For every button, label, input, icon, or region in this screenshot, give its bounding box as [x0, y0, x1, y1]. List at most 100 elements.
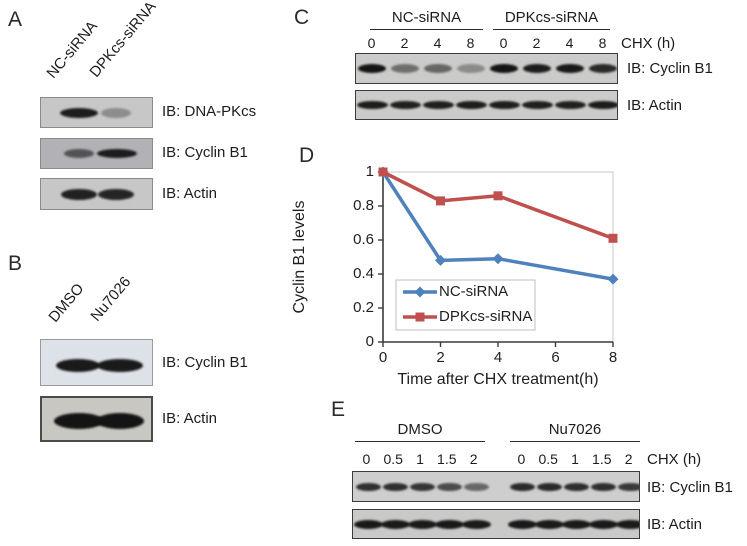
blot-band — [521, 101, 553, 109]
y-axis-title: Cyclin B1 levels — [291, 201, 308, 314]
panel-b-blot-cyclin-b1 — [40, 339, 153, 386]
panel-c-group-label-nc-sirna: NC-siRNA — [370, 8, 483, 30]
panel-a-blot-dna-pkcs — [40, 97, 153, 128]
panel-b-blot-actin — [40, 396, 153, 442]
panel-e-chx-label: CHX (h) — [647, 451, 702, 468]
cyclin-b1-levels-chart: 0 0.2 0.4 0.6 0.8 1 0 2 4 6 8 Cyclin B1 levels Time … — [291, 163, 619, 388]
y-tick-label: 1 — [366, 163, 374, 180]
blot-band — [56, 359, 100, 372]
data-point-dpkcs-sirna — [493, 191, 503, 201]
blot-band — [61, 188, 97, 200]
blot-band — [60, 107, 98, 118]
y-tick-label: 0.6 — [353, 231, 374, 248]
legend-marker-nc-sirna — [414, 286, 426, 298]
timepoint-label: 1 — [571, 451, 579, 467]
blot-band — [101, 107, 131, 118]
blot-band — [407, 519, 437, 529]
blot-band — [380, 519, 410, 529]
timepoint-label: 1.5 — [592, 451, 612, 467]
timepoint-label: 2 — [624, 451, 633, 467]
timepoint-label: 0 — [499, 35, 508, 51]
blot-band — [382, 482, 408, 491]
plot-border — [383, 171, 614, 342]
panel-b-blot-label-cyclin-b1: IB: Cyclin B1 — [162, 354, 248, 371]
panel-c-blot-actin — [355, 90, 618, 120]
panel-c-blot-cyclin-b1 — [355, 53, 618, 84]
data-point-nc-sirna — [492, 253, 504, 265]
blot-band — [587, 101, 617, 109]
panel-e-group-label-dmso: DMSO — [355, 420, 485, 442]
blot-band — [457, 64, 485, 73]
blot-band — [97, 359, 143, 372]
timepoint-label: 1 — [416, 451, 424, 467]
blot-band — [590, 482, 616, 491]
blot-band — [422, 101, 454, 109]
panel-c-chx-label: CHX (h) — [621, 35, 676, 52]
x-axis-title: Time after CHX treatment(h) — [397, 371, 598, 388]
panel-e-blot-cyclin-b1 — [352, 471, 640, 502]
panel-a-blot-cyclin-b1 — [40, 138, 153, 169]
panel-a-blot-label-dna-pkcs: IB: DNA-PKcs — [162, 103, 257, 120]
blot-band — [536, 482, 562, 491]
blot-band — [97, 149, 137, 158]
panel-c-blot-label-cyclin-b1: IB: Cyclin B1 — [627, 60, 713, 77]
blot-band — [455, 101, 487, 109]
timepoint-label: 1.5 — [437, 451, 457, 467]
data-point-nc-sirna — [435, 254, 446, 266]
y-tick-label: 0.4 — [353, 265, 374, 282]
panel-e-blot-actin — [352, 509, 640, 539]
data-point-dpkcs-sirna — [378, 167, 388, 177]
blot-band — [356, 101, 388, 109]
blot-band — [509, 482, 535, 491]
blot-band — [617, 482, 639, 491]
panel-c-blot-label-actin: IB: Actin — [627, 97, 683, 114]
blot-band — [434, 519, 464, 529]
blot-band — [391, 64, 419, 73]
blot-band — [54, 413, 104, 429]
series-line-nc-sirna — [381, 170, 615, 281]
blot-band — [534, 519, 564, 529]
timepoint-label: 2 — [400, 35, 409, 51]
panel-c-group-label-dpkcs-sirna: DPKcs-siRNA — [493, 8, 610, 30]
x-tick-label: 6 — [551, 349, 559, 366]
legend-label-nc-sirna: NC-siRNA — [439, 283, 508, 300]
panel-e-letter: E — [331, 398, 346, 421]
y-tick-label: 0 — [366, 333, 374, 350]
panel-e-blot-label-actin: IB: Actin — [647, 516, 703, 533]
blot-band — [507, 519, 537, 529]
panel-c-letter: C — [294, 6, 310, 29]
timepoint-label: 2 — [532, 35, 541, 51]
panel-a-letter: A — [8, 8, 23, 31]
panel-a-lane-label-dpkcs-sirna: DPKcs-siRNA — [86, 0, 160, 81]
panel-c-timepoints-group2: 0 2 4 8 — [487, 35, 619, 51]
timepoint-label: 0.5 — [383, 451, 403, 467]
y-tick-label: 0.8 — [353, 197, 374, 214]
timepoint-label: 8 — [466, 35, 475, 51]
timepoint-label: 4 — [565, 35, 574, 51]
panel-e-timepoints-group1: 0 0.5 1 1.5 2 — [353, 451, 487, 467]
panel-e-group-label-nu7026: Nu7026 — [510, 420, 640, 442]
blot-band — [355, 482, 381, 491]
data-point-nc-sirna — [607, 273, 619, 285]
blot-band — [409, 482, 435, 491]
panel-b-lane-label-dmso: DMSO — [45, 280, 88, 326]
blot-band — [615, 519, 639, 529]
legend-marker-dpkcs-sirna — [415, 312, 425, 322]
blot-band — [353, 519, 383, 529]
blot-band — [463, 482, 489, 491]
panel-b-letter: B — [8, 252, 23, 275]
x-tick-label: 0 — [379, 349, 387, 366]
panel-b-blot-label-actin: IB: Actin — [162, 410, 218, 427]
x-tick-label: 2 — [436, 349, 444, 366]
data-point-dpkcs-sirna — [436, 196, 445, 206]
blot-band — [561, 519, 591, 529]
panel-d-letter: D — [299, 144, 315, 167]
blot-band — [98, 188, 134, 200]
series-line-dpkcs-sirna — [381, 170, 615, 241]
legend-label-dpkcs-sirna: DPKcs-siRNA — [439, 308, 532, 325]
blot-band — [358, 64, 386, 73]
panel-e-timepoints-group2: 0 0.5 1 1.5 2 — [508, 451, 642, 467]
blot-band — [424, 64, 452, 73]
y-tick-label: 0.2 — [353, 299, 374, 316]
